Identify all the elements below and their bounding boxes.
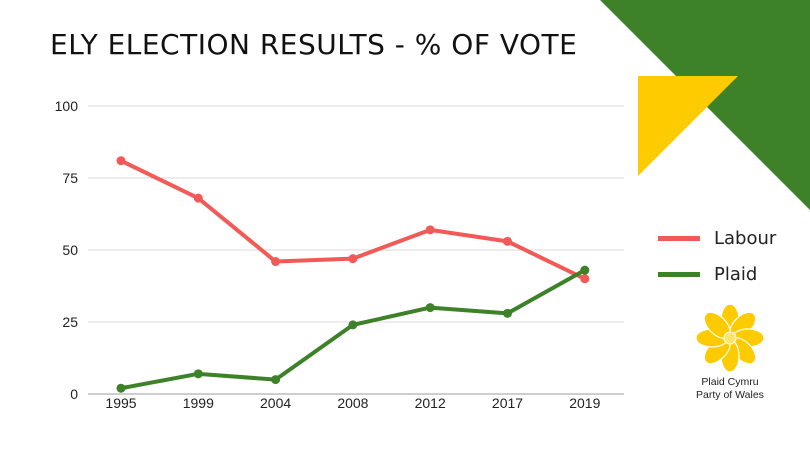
x-tick-label-1999: 1999 [183, 395, 214, 411]
x-tick-label-2019: 2019 [569, 395, 600, 411]
data-point-plaid-2019 [580, 265, 590, 275]
corner-decoration [600, 0, 810, 210]
x-tick-label-2017: 2017 [492, 395, 523, 411]
legend-label-labour: Labour [714, 227, 777, 249]
y-tick-label-50: 50 [62, 242, 78, 258]
legend-label-plaid: Plaid [714, 263, 758, 285]
data-point-plaid-1995 [116, 383, 126, 393]
yellow-triangle [638, 76, 738, 176]
plaid-cymru-logo: Plaid Cymru Party of Wales [680, 303, 780, 402]
data-point-labour-2008 [348, 254, 358, 264]
legend-swatch-plaid [658, 271, 700, 277]
x-tick-label-1995: 1995 [105, 395, 136, 411]
data-point-plaid-2008 [348, 320, 358, 330]
x-tick-label-2008: 2008 [337, 395, 368, 411]
data-point-plaid-2012 [425, 303, 435, 313]
x-tick-label-2012: 2012 [415, 395, 446, 411]
legend-item-plaid: Plaid [658, 256, 776, 292]
data-point-labour-1999 [193, 193, 203, 203]
data-point-plaid-2017 [503, 308, 512, 318]
data-point-plaid-1999 [193, 369, 203, 379]
data-point-labour-2004 [271, 257, 281, 267]
y-tick-label-100: 100 [55, 98, 79, 114]
y-tick-label-0: 0 [70, 386, 78, 402]
data-point-labour-1995 [116, 156, 126, 166]
series-lines [116, 156, 590, 393]
legend: Labour Plaid [658, 220, 776, 292]
logo-line-1: Plaid Cymru [701, 376, 759, 388]
data-point-labour-2017 [503, 236, 512, 246]
grid-lines [88, 105, 624, 395]
data-point-labour-2012 [425, 225, 435, 235]
y-tick-label-25: 25 [62, 314, 78, 330]
poppy-flower-icon [695, 303, 765, 373]
logo-line-2: Party of Wales [696, 389, 764, 401]
series-labour [116, 156, 590, 284]
series-plaid [116, 265, 590, 393]
y-tick-label-75: 75 [62, 170, 78, 186]
data-point-labour-2019 [580, 274, 590, 284]
chart-title: ELY ELECTION RESULTS - % OF VOTE [50, 28, 578, 61]
legend-swatch-labour [658, 235, 700, 241]
legend-item-labour: Labour [658, 220, 776, 256]
y-axis-ticks: 0 25 50 75 100 [55, 98, 79, 402]
data-point-plaid-2004 [271, 375, 281, 385]
x-axis-ticks: 1995 1999 2004 2008 2012 2017 2019 [105, 395, 600, 411]
x-tick-label-2004: 2004 [260, 395, 291, 411]
